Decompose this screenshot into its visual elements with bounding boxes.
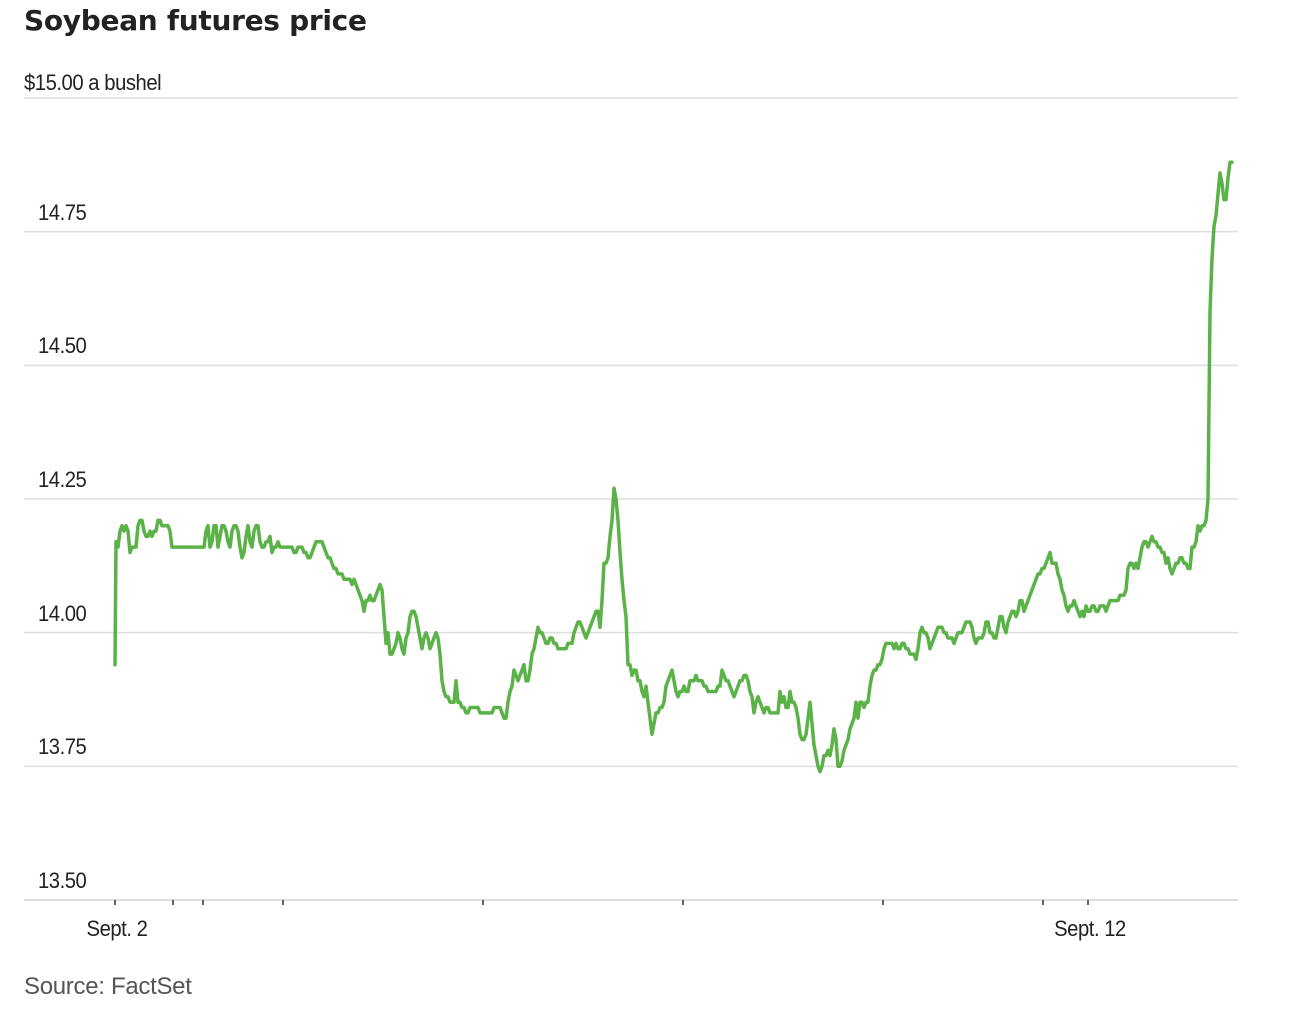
- y-tick-label: 13.75: [38, 734, 87, 760]
- y-tick-label: 14.00: [38, 600, 87, 626]
- y-axis-unit-label: $15.00 a bushel: [24, 70, 162, 95]
- y-tick-label: 13.50: [38, 868, 87, 893]
- gridlines: [24, 97, 1238, 901]
- x-axis-ticks: [114, 900, 1089, 905]
- source-note: Source: FactSet: [24, 973, 192, 1000]
- x-tick-label: Sept. 12: [1054, 916, 1126, 941]
- price-line: [113, 160, 1234, 774]
- y-tick-label: 14.75: [38, 199, 87, 225]
- x-tick-label: Sept. 2: [86, 916, 148, 941]
- chart-title: Soybean futures price: [24, 4, 367, 37]
- y-tick-label: 14.50: [38, 333, 87, 359]
- y-tick-label: 14.25: [38, 467, 87, 492]
